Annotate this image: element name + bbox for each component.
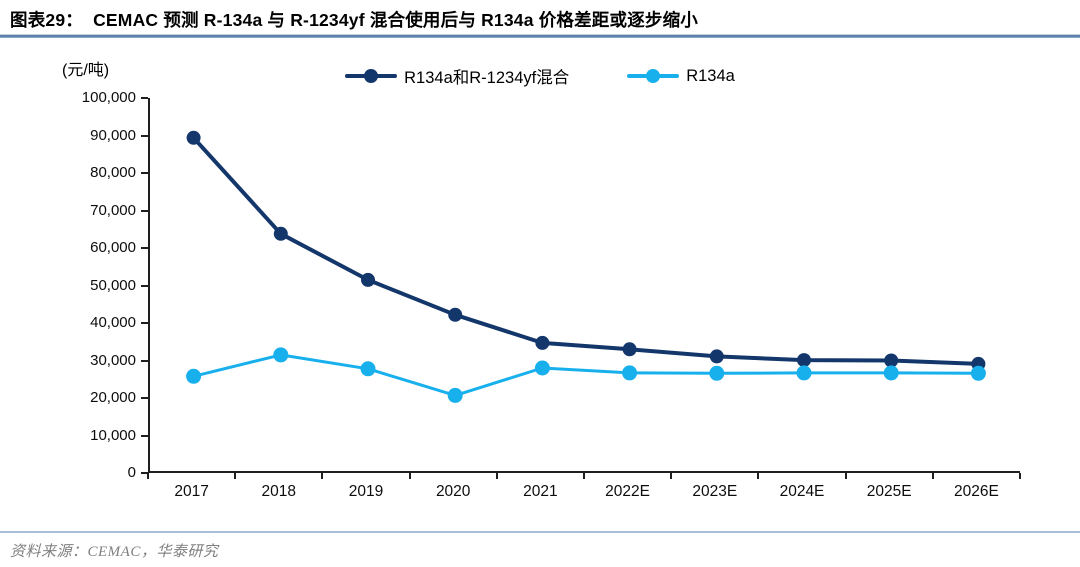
y-tick-mark	[141, 134, 148, 137]
series-line-1	[192, 353, 980, 397]
y-tick-mark	[141, 322, 148, 324]
x-tick-mark	[844, 473, 847, 479]
legend-dot-icon	[646, 69, 661, 83]
y-tick-label: 70,000	[90, 201, 136, 219]
data-point-marker	[273, 347, 289, 363]
data-point-marker	[622, 342, 637, 357]
data-point-marker	[797, 353, 811, 368]
legend-line-marker-r134a	[627, 69, 680, 83]
x-tick-label: 2021	[523, 483, 558, 500]
y-tick-label: 50,000	[90, 276, 136, 294]
title-divider	[0, 34, 1080, 38]
data-point-marker	[884, 353, 899, 368]
data-point-marker	[796, 365, 812, 381]
x-tick-mark	[321, 473, 324, 479]
data-point-marker	[622, 365, 638, 381]
y-tick-mark	[141, 97, 148, 99]
data-point-marker	[709, 365, 725, 381]
series-line-0	[191, 135, 981, 366]
y-tick-label: 10,000	[90, 426, 136, 444]
x-tick-mark	[931, 473, 934, 479]
figure-title: 图表29： CEMAC 预测 R-134a 与 R-1234yf 混合使用后与 …	[10, 10, 699, 30]
data-point-marker	[361, 272, 375, 287]
data-point-marker	[535, 335, 550, 350]
footer-divider	[0, 531, 1080, 533]
data-point-marker	[186, 368, 202, 384]
y-tick-mark	[141, 284, 148, 287]
y-tick-label: 80,000	[90, 164, 136, 181]
data-point-marker	[970, 365, 986, 381]
y-tick-mark	[141, 209, 148, 212]
x-tick-label: 2026E	[953, 483, 999, 500]
data-point-marker	[883, 365, 899, 381]
x-tick-mark	[234, 473, 237, 479]
y-tick-mark	[141, 359, 148, 362]
x-tick-label: 2023E	[692, 483, 738, 500]
y-tick-mark	[141, 247, 148, 249]
y-tick-mark	[141, 472, 148, 474]
line-series-canvas	[186, 130, 986, 403]
y-tick-mark	[141, 397, 148, 399]
x-tick-label: 2024E	[779, 483, 825, 500]
y-tick-label: 30,000	[90, 351, 136, 369]
x-tick-mark	[583, 473, 585, 479]
x-tick-label: 2017	[174, 483, 209, 500]
data-point-marker	[448, 307, 463, 322]
legend-item-mix: R134a和R-1234yf混合	[345, 64, 569, 88]
y-tick-label: 60,000	[90, 239, 136, 256]
data-point-marker	[360, 361, 376, 377]
x-tick-mark	[757, 473, 760, 479]
x-tick-label: 2022E	[605, 483, 650, 500]
y-tick-label: 100,000	[81, 89, 136, 106]
data-point-marker	[186, 130, 201, 145]
plot-area	[148, 98, 1020, 473]
x-tick-label: 2018	[261, 483, 297, 500]
y-tick-label: 90,000	[90, 126, 136, 144]
x-tick-label: 2020	[435, 483, 471, 500]
y-tick-mark	[141, 172, 148, 174]
y-tick-label: 0	[127, 464, 136, 481]
source-note: 资料来源：CEMAC，华泰研究	[10, 544, 219, 560]
y-tick-label: 20,000	[90, 389, 136, 406]
x-tick-label: 2019	[348, 483, 384, 500]
x-tick-mark	[147, 473, 149, 479]
chart-legend: R134a和R-1234yf混合 R134a	[0, 64, 1080, 88]
x-tick-mark	[670, 473, 673, 479]
data-point-marker	[447, 387, 463, 403]
legend-label-r134a: R134a	[686, 66, 735, 85]
x-tick-mark	[1019, 473, 1021, 479]
legend-item-r134a: R134a	[627, 67, 735, 86]
y-tick-label: 40,000	[90, 314, 136, 331]
data-point-marker	[534, 360, 550, 376]
y-tick-mark	[141, 434, 148, 437]
x-tick-mark	[408, 473, 411, 479]
x-tick-mark	[495, 473, 498, 479]
y-axis-unit-label: (元/吨)	[62, 62, 110, 79]
data-point-marker	[709, 349, 724, 364]
legend-line-marker-mix	[345, 69, 398, 83]
legend-label-mix: R134a和R-1234yf混合	[404, 69, 570, 87]
legend-dot-icon	[364, 69, 379, 83]
x-tick-label: 2025E	[866, 483, 912, 500]
data-point-marker	[273, 226, 288, 241]
